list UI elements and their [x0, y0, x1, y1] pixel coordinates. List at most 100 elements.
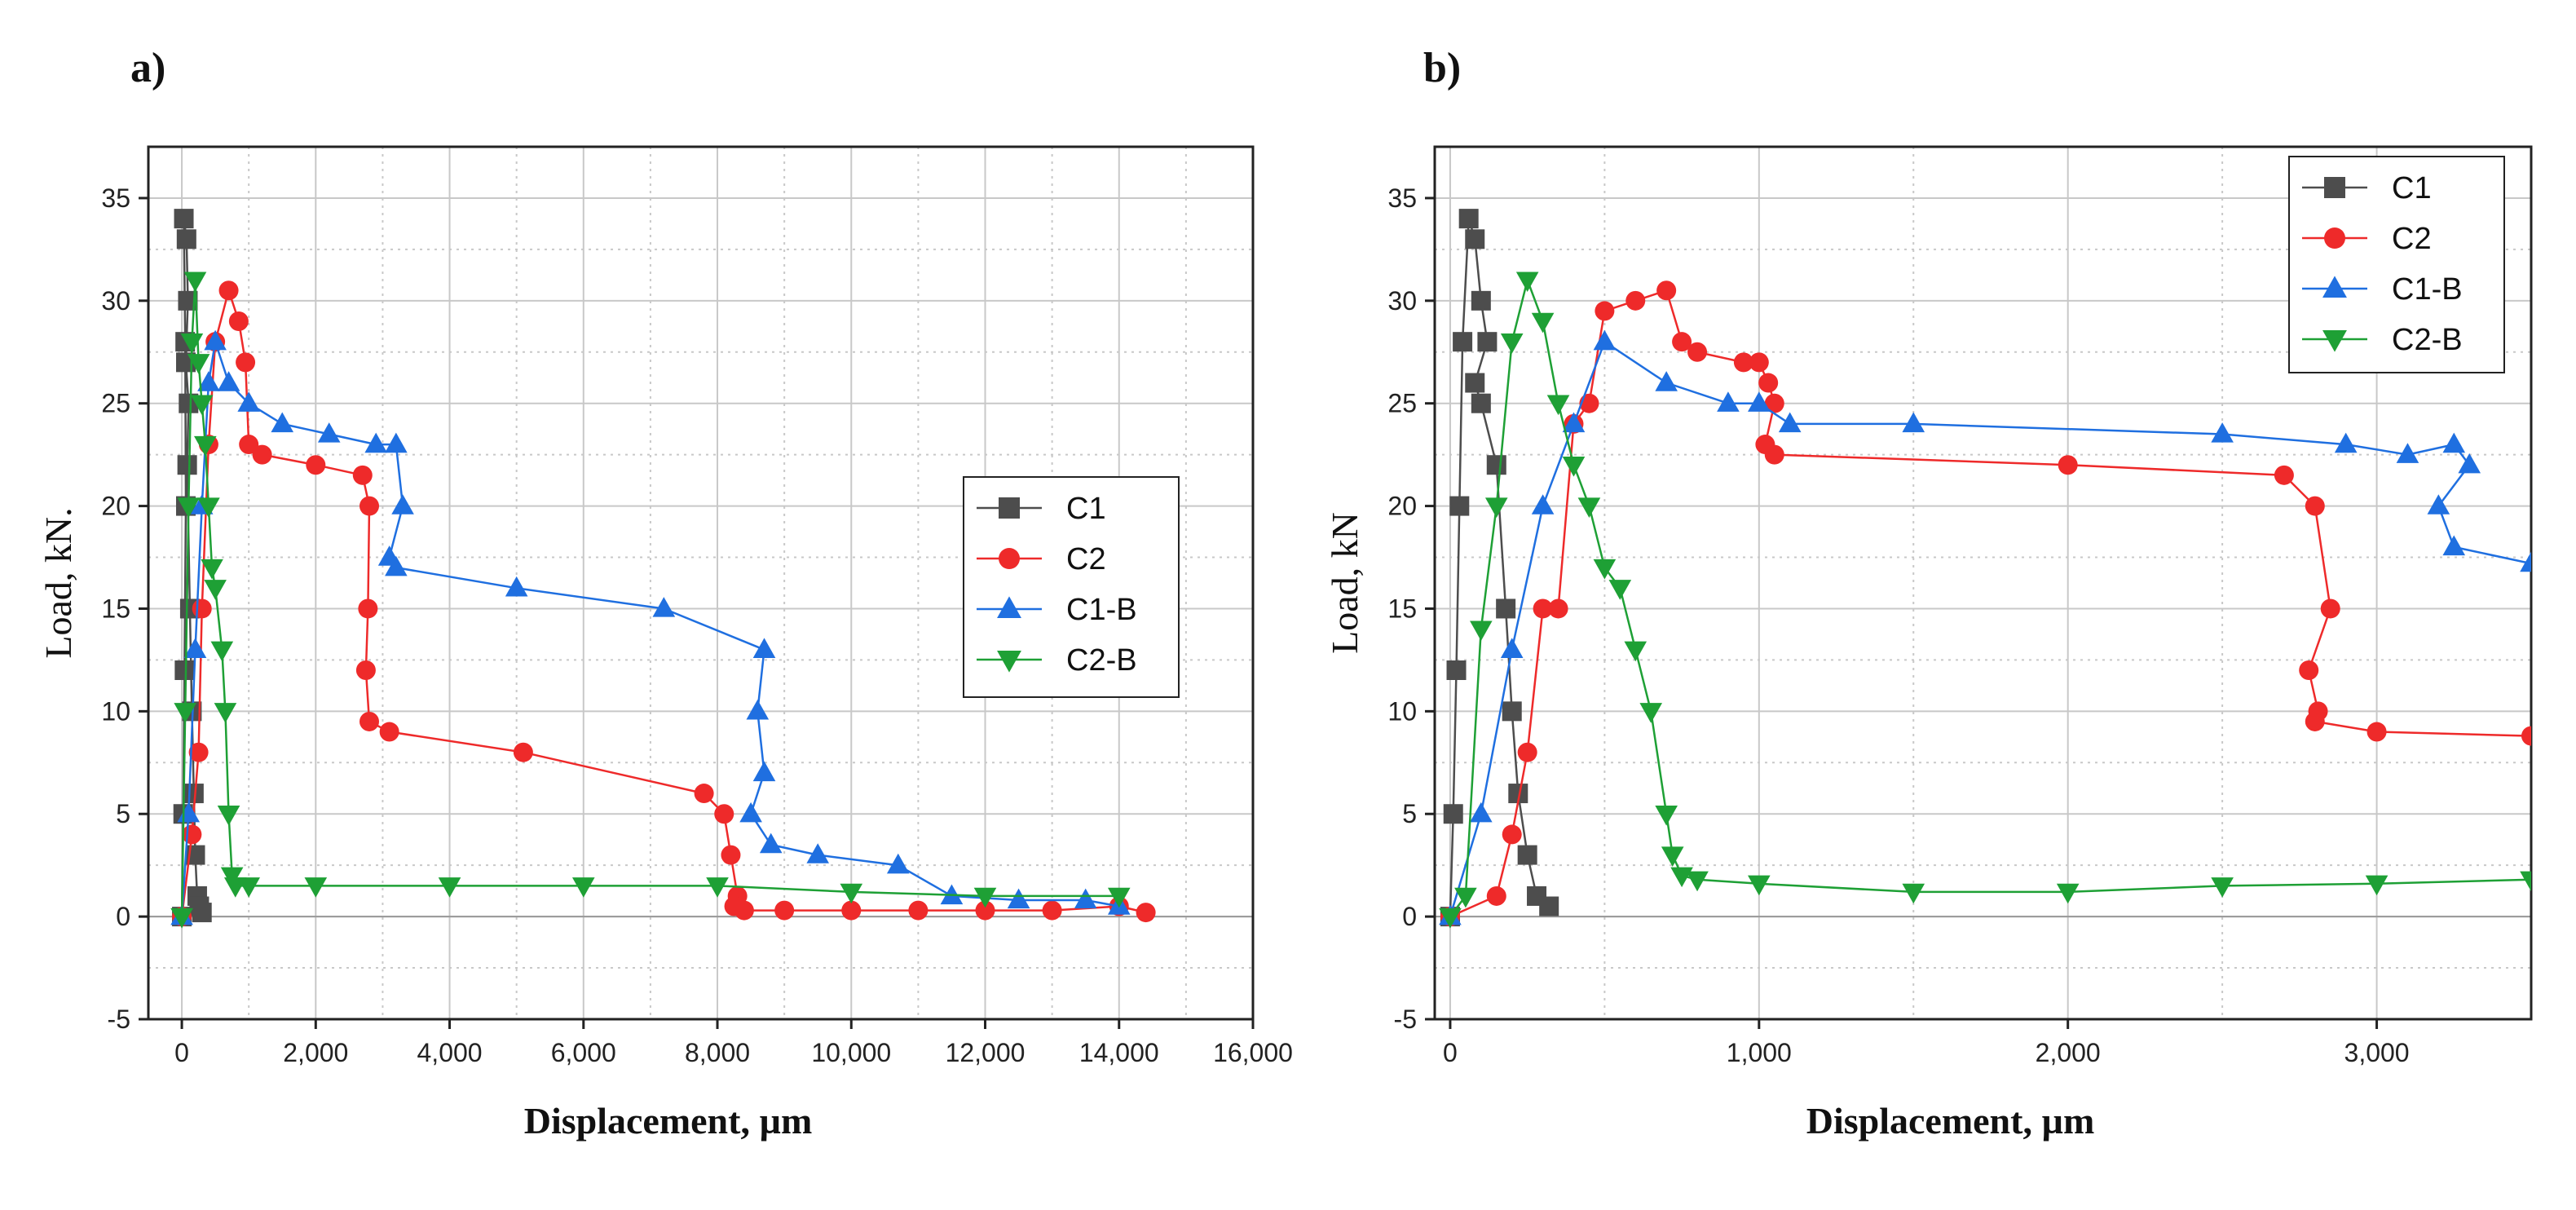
data-point-c1-b — [1717, 391, 1740, 412]
data-point-c2 — [252, 444, 272, 465]
data-point-c1-b — [2520, 551, 2531, 572]
data-point-c2-b — [187, 354, 210, 374]
plot-frame — [147, 145, 1255, 1021]
data-point-c1 — [1471, 290, 1491, 311]
data-point-c1-b — [752, 638, 776, 659]
series-line-c1 — [1449, 217, 1550, 917]
data-point-c2 — [2366, 722, 2387, 742]
data-point-c2 — [306, 455, 326, 475]
data-point-c2 — [908, 900, 929, 921]
data-point-c2 — [694, 784, 714, 804]
series-line-c2-b — [1449, 279, 2531, 917]
x-axis-title: Displacement, µm — [1806, 1100, 2095, 1142]
data-point-c1-b — [391, 494, 414, 514]
data-point-c2 — [1733, 352, 1753, 373]
data-point-c1-b — [806, 843, 830, 863]
data-point-c2-b — [170, 907, 193, 929]
data-point-c2 — [355, 660, 376, 680]
data-point-c1-b — [752, 761, 776, 782]
data-point-c2-b — [1546, 395, 1570, 416]
legend-marker-c1 — [2324, 177, 2345, 198]
data-point-c2 — [359, 496, 379, 516]
y-tick-label: 0 — [116, 902, 130, 931]
data-point-c2 — [2305, 711, 2325, 731]
y-tick-label: 35 — [101, 183, 130, 213]
legend-label-c2: C2 — [1066, 542, 1106, 576]
x-tick-label: 0 — [1443, 1038, 1458, 1067]
data-point-c2-b — [1562, 457, 1586, 477]
data-point-c1 — [177, 455, 197, 475]
plot-frame — [1433, 145, 2533, 1021]
data-point-c2-b — [1593, 559, 1617, 580]
data-point-c2 — [774, 900, 795, 921]
data-point-c1 — [1539, 896, 1559, 916]
data-point-c2-b — [2365, 875, 2389, 896]
data-point-c1-b — [271, 412, 294, 433]
data-point-c1-b — [1748, 391, 1771, 412]
data-point-c2-b — [438, 877, 461, 898]
data-point-c2-b — [1107, 887, 1131, 908]
data-point-c1-b — [2458, 453, 2481, 474]
data-point-c1-b — [652, 597, 676, 617]
data-point-c2 — [1042, 900, 1062, 921]
data-point-c1-b — [2211, 422, 2234, 443]
data-point-c1-b — [197, 371, 220, 391]
legend-marker-c1-b — [997, 596, 1021, 619]
data-point-c2 — [1625, 290, 1646, 311]
data-point-c2-b — [1500, 333, 1524, 354]
data-point-c2-b — [174, 703, 196, 723]
series-group — [1439, 209, 2531, 929]
y-tick-label: 25 — [1387, 389, 1417, 418]
data-point-c2 — [841, 900, 862, 921]
legend-label-c1: C1 — [2392, 171, 2432, 205]
data-point-c1-b — [1562, 412, 1586, 433]
data-point-c2 — [714, 804, 734, 824]
data-point-c2-b — [571, 877, 595, 898]
data-point-c2 — [1672, 332, 1692, 352]
data-point-c2-b — [973, 887, 997, 908]
legend-marker-c2 — [2324, 227, 2345, 249]
data-point-c2-b — [706, 877, 729, 898]
x-tick-label: 6,000 — [551, 1038, 616, 1067]
data-point-c2-b — [210, 641, 234, 662]
x-tick-label: 12,000 — [946, 1038, 1026, 1067]
data-point-c1 — [1443, 804, 1463, 824]
x-tick-label: 0 — [174, 1038, 189, 1067]
data-point-c2-b — [1655, 806, 1678, 826]
data-point-c1-b — [1531, 494, 1555, 514]
data-point-c2-b — [1439, 907, 1462, 929]
series-group — [170, 209, 1156, 929]
data-point-c1-b — [759, 832, 783, 854]
data-point-c2-b — [1484, 497, 1508, 518]
data-point-c1-b — [1593, 329, 1617, 351]
data-point-c1-b — [2334, 432, 2358, 453]
data-point-c2 — [218, 280, 239, 301]
data-point-c1 — [1502, 701, 1522, 722]
legend-marker-c2-b — [2322, 329, 2347, 352]
panel-label-a: a) — [130, 45, 165, 91]
data-point-c2 — [1764, 444, 1784, 465]
data-point-c1-b — [364, 432, 388, 453]
data-point-c1-b — [739, 802, 762, 823]
data-point-c2 — [352, 465, 373, 485]
x-tick-label: 1,000 — [1727, 1038, 1792, 1067]
data-point-c2 — [1136, 903, 1156, 923]
x-tick-label: 14,000 — [1079, 1038, 1159, 1067]
x-tick-label: 2,000 — [283, 1038, 348, 1067]
data-point-c2-b — [201, 559, 223, 580]
x-tick-label: 10,000 — [811, 1038, 891, 1067]
data-point-c1 — [1517, 845, 1537, 865]
data-point-c1-b — [505, 576, 528, 597]
data-point-c2-b — [183, 272, 207, 293]
data-point-c1-b — [385, 555, 408, 576]
data-point-c2-b — [840, 883, 863, 904]
data-point-c2 — [358, 598, 378, 619]
data-point-c1-b — [2427, 494, 2450, 514]
legend-label-c2: C2 — [2392, 222, 2432, 256]
data-point-c2 — [1502, 824, 1522, 845]
y-tick-label: 0 — [1402, 902, 1417, 931]
x-tick-label: 16,000 — [1213, 1038, 1293, 1067]
data-point-c2 — [975, 900, 995, 921]
data-point-c2 — [236, 352, 256, 373]
